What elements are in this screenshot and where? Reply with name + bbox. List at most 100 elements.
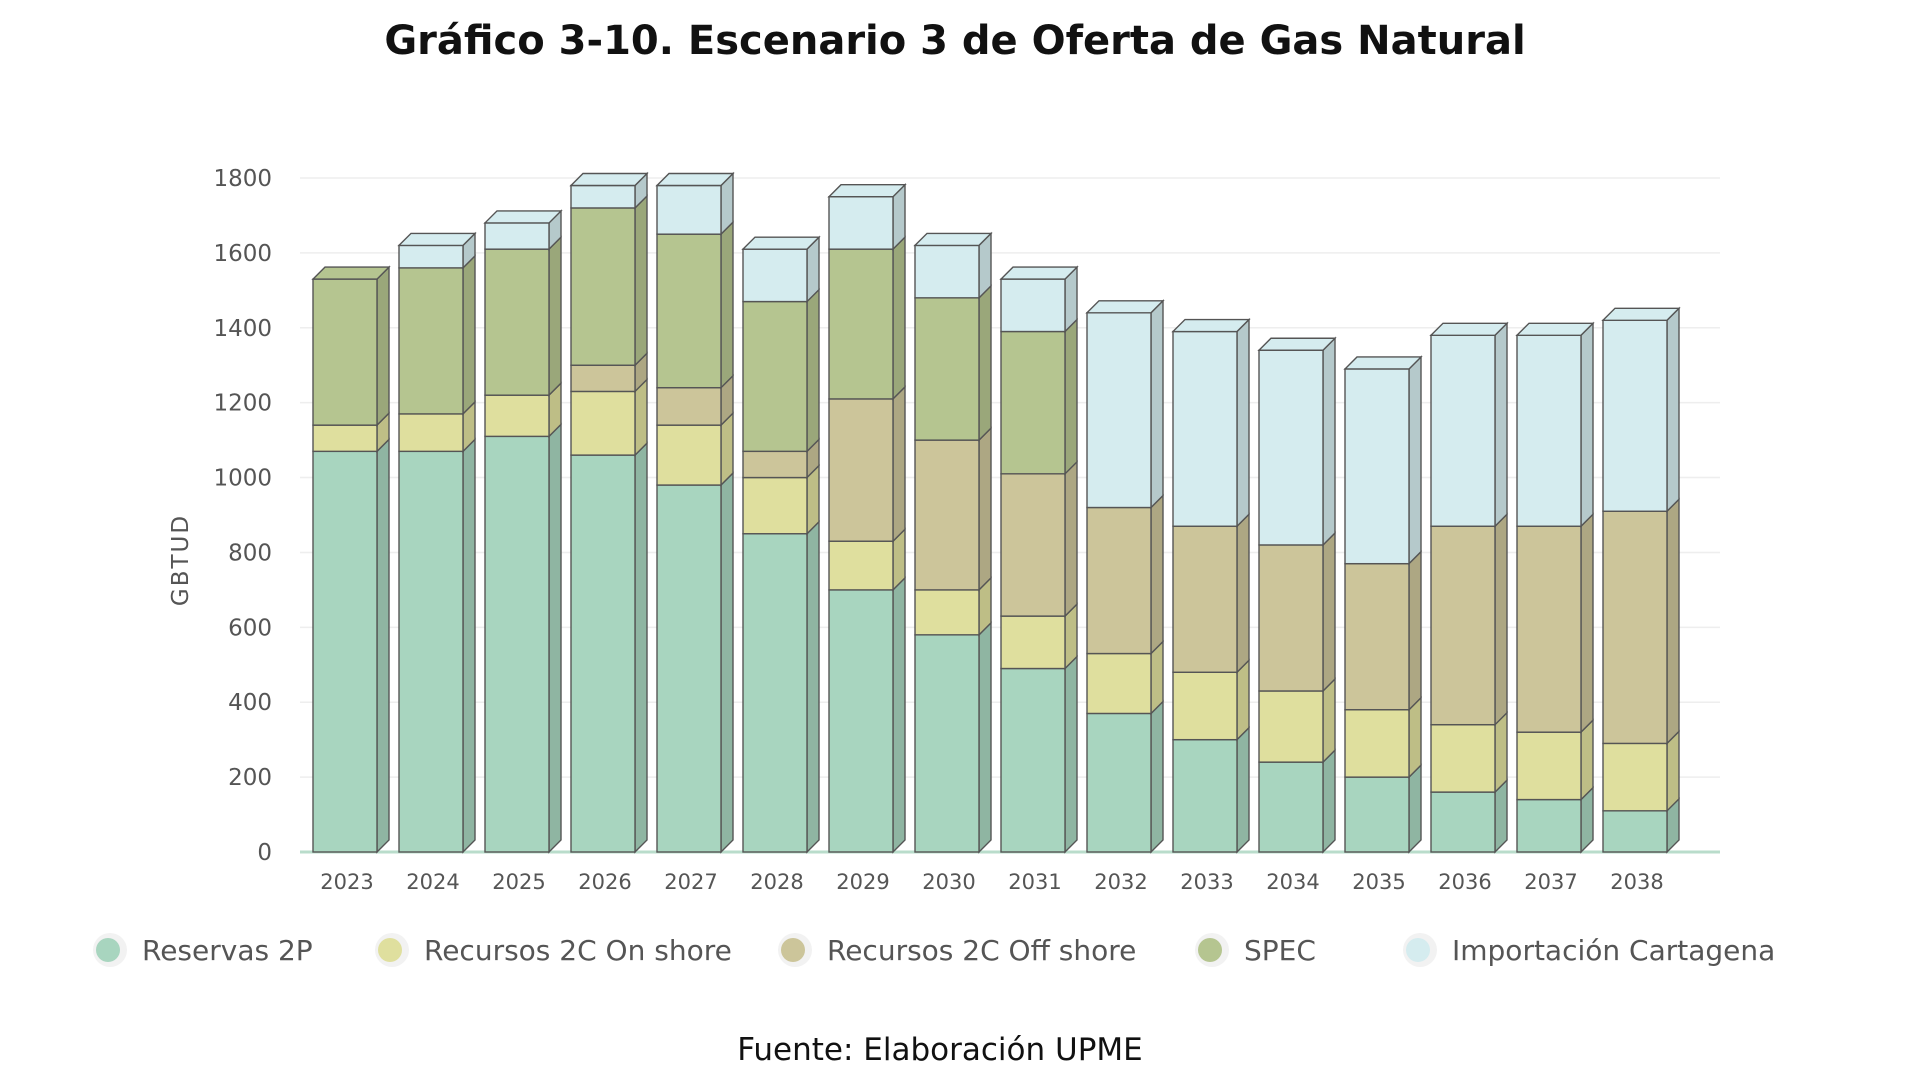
- bar-front: [398, 413, 464, 453]
- legend-label: Reservas 2P: [142, 934, 313, 967]
- bar-front: [312, 278, 378, 426]
- bar-stack-2030: [913, 231, 993, 854]
- bar-stack-2024: [397, 231, 477, 854]
- bar-front: [828, 196, 894, 250]
- bar-segment: [1430, 710, 1508, 794]
- y-tick-label: 1200: [213, 391, 272, 417]
- bar-front: [1086, 506, 1152, 655]
- legend-item: Recursos 2C On shore: [375, 933, 732, 967]
- y-tick-label: 800: [228, 540, 272, 566]
- bar-front: [1258, 349, 1324, 546]
- bar-side: [1494, 321, 1508, 528]
- bar-segment: [914, 426, 992, 592]
- bar-front: [1086, 712, 1152, 853]
- bar-side: [376, 437, 390, 854]
- bar-side: [806, 520, 820, 854]
- bar-side: [1322, 748, 1336, 854]
- bar-stack-2035: [1343, 355, 1423, 854]
- bar-segment: [1602, 797, 1680, 854]
- bar-segment: [742, 287, 820, 454]
- legend-item: Reservas 2P: [93, 933, 313, 967]
- bar-top: [1515, 322, 1595, 336]
- bar-front: [570, 184, 636, 209]
- bar-top: [483, 210, 563, 224]
- bar-segment: [570, 171, 648, 210]
- bar-side: [634, 441, 648, 854]
- bar-front: [570, 454, 636, 853]
- bar-front: [398, 244, 464, 269]
- bar-side: [806, 287, 820, 454]
- bar-segment: [570, 377, 648, 457]
- chart-title: Gráfico 3-10. Escenario 3 de Oferta de G…: [384, 18, 1526, 64]
- bar-side: [1408, 549, 1422, 712]
- x-tick-label: 2033: [1180, 870, 1233, 894]
- bar-segment: [742, 235, 820, 304]
- bar-side: [1150, 299, 1164, 510]
- x-tick-label: 2035: [1352, 870, 1405, 894]
- legend-marker: [96, 938, 120, 962]
- bar-segment: [312, 437, 390, 854]
- bar-top: [913, 232, 993, 247]
- bar-stack-2027: [655, 171, 735, 854]
- bar-front: [1258, 690, 1324, 763]
- bar-side: [1494, 710, 1508, 794]
- bar-segment: [742, 463, 820, 536]
- legend-item: SPEC: [1195, 933, 1316, 967]
- bar-side: [892, 385, 906, 543]
- x-tick-label: 2023: [320, 870, 373, 894]
- bar-front: [1172, 671, 1238, 741]
- bar-segment: [656, 171, 734, 236]
- legend-label: Recursos 2C On shore: [424, 934, 732, 967]
- bar-segment: [828, 576, 906, 854]
- y-axis-title: GBTUD: [168, 514, 194, 606]
- bar-top: [1085, 300, 1165, 314]
- legend: Reservas 2P Recursos 2C On shore Recursos …: [93, 933, 1775, 967]
- x-tick-label: 2031: [1008, 870, 1061, 894]
- bar-front: [828, 540, 894, 591]
- bar-front: [1000, 278, 1066, 333]
- bar-segment: [1000, 460, 1078, 618]
- bar-segment: [828, 183, 906, 251]
- bar-segment: [1344, 696, 1422, 779]
- bar-front: [1000, 473, 1066, 617]
- x-tick-label: 2030: [922, 870, 975, 894]
- bar-side: [1064, 460, 1078, 618]
- x-tick-label: 2034: [1266, 870, 1319, 894]
- bar-side: [1322, 531, 1336, 693]
- bar-front: [484, 248, 550, 396]
- legend-item: Recursos 2C Off shore: [778, 933, 1136, 967]
- bar-stack-2031: [999, 265, 1079, 854]
- legend-item: Importación Cartagena: [1403, 933, 1775, 967]
- bar-front: [484, 222, 550, 250]
- y-tick-label: 1400: [213, 316, 272, 342]
- bar-stack-2037: [1515, 321, 1595, 854]
- bar-side: [1236, 658, 1250, 742]
- bar-segment: [1602, 306, 1680, 513]
- bar-side: [1236, 317, 1250, 528]
- bar-stack-2036: [1429, 321, 1509, 854]
- bar-front: [570, 207, 636, 366]
- bar-front: [1602, 742, 1668, 812]
- bar-segment: [1602, 729, 1680, 813]
- legend-label: Importación Cartagena: [1452, 934, 1775, 967]
- bar-segment: [484, 422, 562, 854]
- bar-front: [312, 424, 378, 453]
- y-tick-label: 200: [228, 765, 272, 791]
- bar-top: [311, 266, 391, 280]
- bar-side: [978, 426, 992, 592]
- bar-segment: [1258, 748, 1336, 854]
- bar-segment: [484, 235, 562, 397]
- bar-segment: [1172, 725, 1250, 854]
- bars: [311, 171, 1681, 854]
- bar-front: [1430, 723, 1496, 793]
- bar-segment: [484, 381, 562, 439]
- bar-side: [720, 471, 734, 854]
- bar-side: [548, 422, 562, 854]
- bar-segment: [1172, 512, 1250, 674]
- bar-stack-2032: [1085, 299, 1165, 854]
- bar-segment: [1000, 602, 1078, 671]
- bar-front: [656, 233, 722, 389]
- bar-front: [914, 634, 980, 853]
- bar-side: [1322, 336, 1336, 547]
- bar-side: [1322, 677, 1336, 764]
